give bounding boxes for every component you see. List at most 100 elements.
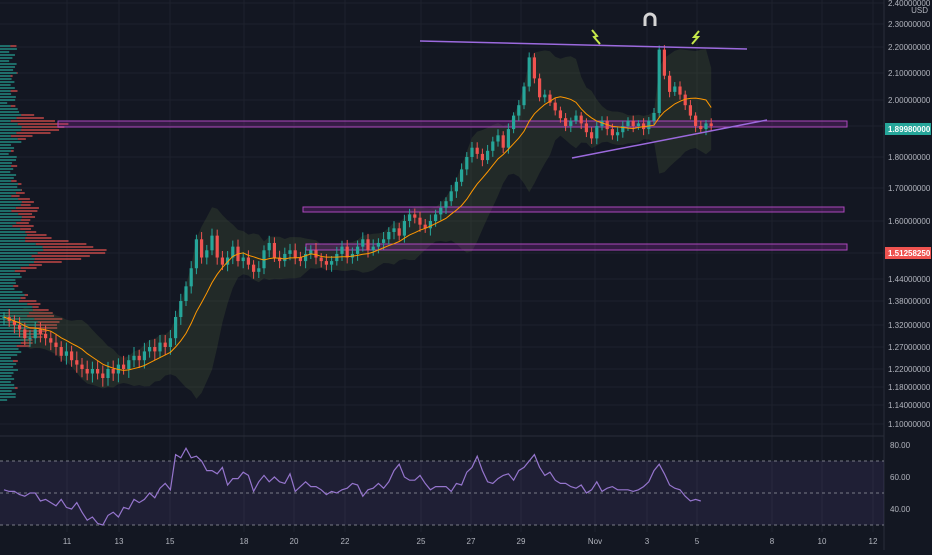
candle-body [455, 182, 458, 192]
time-tick-label: 11 [63, 537, 72, 546]
volume-bar-buy [0, 132, 16, 134]
volume-bar-sell [15, 387, 18, 389]
volume-bar-buy [0, 375, 12, 377]
price-tick-label: 1.32000000 [888, 321, 931, 330]
price-tick-label: 1.10000000 [888, 420, 931, 429]
volume-bar-buy [0, 51, 9, 53]
volume-bar-buy [0, 45, 10, 47]
mid-zone[interactable] [303, 207, 844, 212]
volume-bar-buy [0, 264, 29, 266]
candle-body [44, 334, 47, 338]
price-tick-label: 1.70000000 [888, 184, 931, 193]
candle-body [689, 105, 692, 115]
candle-body [132, 356, 135, 360]
candle-body [678, 87, 681, 95]
candle-body [54, 343, 57, 347]
volume-bar-buy [0, 279, 15, 281]
volume-bar-buy [0, 303, 27, 305]
resistance-zone[interactable] [58, 121, 847, 127]
volume-bar-buy [0, 357, 11, 359]
volume-bar-buy [0, 141, 21, 143]
volume-bar-sell [20, 228, 31, 230]
volume-bar-buy [0, 90, 11, 92]
volume-bar-buy [0, 342, 21, 344]
volume-bar-buy [0, 348, 19, 350]
volume-bar-sell [25, 240, 68, 242]
volume-bar-sell [18, 138, 26, 140]
volume-bar-buy [0, 177, 14, 179]
volume-bar-sell [13, 285, 18, 287]
candle-body [143, 351, 146, 360]
marked-level-label: 1.51258250 [888, 249, 931, 258]
volume-bar-buy [0, 207, 16, 209]
current-price-label: 1.89980000 [888, 125, 931, 134]
candle-body [668, 76, 671, 92]
volume-bar-sell [29, 264, 42, 266]
candle-body [294, 250, 297, 257]
volume-bar-buy [0, 48, 17, 50]
volume-bar-buy [0, 153, 9, 155]
volume-bar-buy [0, 99, 15, 101]
volume-bar-sell [38, 252, 106, 254]
volume-bar-sell [11, 180, 16, 182]
volume-bar-sell [21, 297, 26, 299]
volume-bar-sell [27, 303, 40, 305]
volume-bar-sell [18, 183, 21, 185]
volume-bar-sell [21, 219, 30, 221]
time-tick-label: 29 [517, 537, 526, 546]
volume-bar-sell [35, 258, 82, 260]
price-tick-label: 2.40000000 [888, 0, 931, 8]
candle-body [554, 103, 557, 111]
candle-body [595, 126, 598, 138]
candle-body [647, 121, 650, 129]
candle-body [502, 135, 505, 147]
volume-bar-buy [0, 105, 11, 107]
volume-bar-sell [36, 243, 87, 245]
volume-bar-buy [0, 213, 18, 215]
candle-body [314, 250, 317, 257]
candle-body [476, 148, 479, 154]
candle-body [106, 369, 109, 378]
volume-bar-buy [0, 387, 15, 389]
volume-bar-sell [15, 270, 26, 272]
volume-bar-buy [0, 291, 22, 293]
time-tick-label: 5 [695, 537, 700, 546]
candle-body [408, 214, 411, 221]
volume-bar-buy [0, 273, 20, 275]
volume-bar-buy [0, 285, 13, 287]
volume-bar-buy [0, 228, 20, 230]
candle-body [382, 239, 385, 243]
candle-body [517, 105, 520, 115]
candle-body [486, 151, 489, 160]
candle-body [86, 369, 89, 374]
candle-body [450, 191, 453, 201]
candle-body [710, 123, 713, 126]
volume-bar-buy [0, 354, 17, 356]
candle-body [169, 338, 172, 347]
price-tick-label: 2.10000000 [888, 69, 931, 78]
volume-bar-sell [11, 210, 37, 212]
candle-body [273, 243, 276, 258]
volume-bar-buy [0, 126, 22, 128]
volume-bar-sell [11, 150, 14, 152]
volume-bar-buy [0, 147, 14, 149]
candle-body [174, 317, 177, 338]
volume-bar-buy [0, 366, 13, 368]
volume-bar-sell [19, 300, 37, 302]
volume-bar-sell [21, 189, 22, 191]
candle-body [543, 95, 546, 98]
volume-bar-buy [0, 360, 13, 362]
candle-body [434, 214, 437, 221]
volume-bar-sell [21, 114, 34, 116]
rsi-tick-label: 60.00 [890, 473, 911, 482]
candle-body [632, 121, 635, 126]
candle-body [122, 365, 125, 369]
volume-bar-buy [0, 111, 19, 113]
support-zone[interactable] [306, 244, 847, 250]
volume-bar-buy [0, 87, 15, 89]
candle-body [439, 208, 442, 215]
candle-body [70, 351, 73, 360]
candle-body [366, 239, 369, 250]
volume-bar-sell [11, 195, 19, 197]
candle-body [580, 116, 583, 124]
